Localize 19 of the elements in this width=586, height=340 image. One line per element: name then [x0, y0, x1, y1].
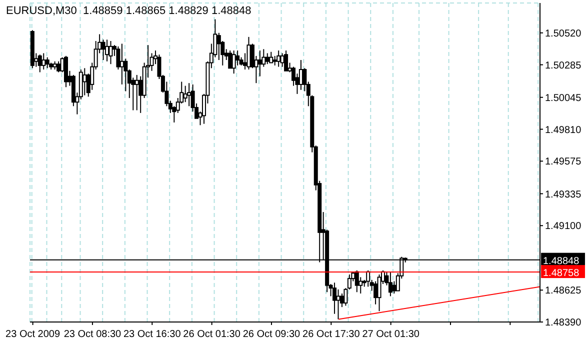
y-tick-label: 1.50520 [545, 28, 582, 40]
x-tick-label: 23 Oct 2009 [6, 329, 60, 340]
x-tick-label: 27 Oct 01:30 [362, 329, 420, 340]
ref-line-label: 1.48758 [543, 268, 580, 280]
x-tick-label: 23 Oct 08:30 [64, 329, 122, 340]
x-tick-label: 26 Oct 09:30 [242, 329, 301, 340]
x-tick-label: 26 Oct 01:30 [183, 329, 241, 340]
y-tick-label: 1.50285 [545, 60, 582, 72]
y-tick-label: 1.49100 [545, 221, 582, 232]
y-tick-label: 1.48625 [545, 286, 582, 297]
y-tick-label: 1.49335 [545, 189, 582, 200]
ref-line-label: 1.48848 [543, 256, 580, 267]
y-tick-label: 1.48390 [545, 318, 582, 329]
x-tick-label: 26 Oct 17:30 [302, 329, 360, 340]
y-tick-label: 1.50045 [545, 92, 582, 104]
y-tick-label: 1.49575 [545, 156, 582, 168]
y-tick-label: 1.49810 [545, 124, 582, 136]
chart-title: EURUSD,M30 1.48859 1.48865 1.48829 1.48848 [6, 5, 252, 17]
x-tick-label: 23 Oct 16:30 [124, 329, 182, 340]
